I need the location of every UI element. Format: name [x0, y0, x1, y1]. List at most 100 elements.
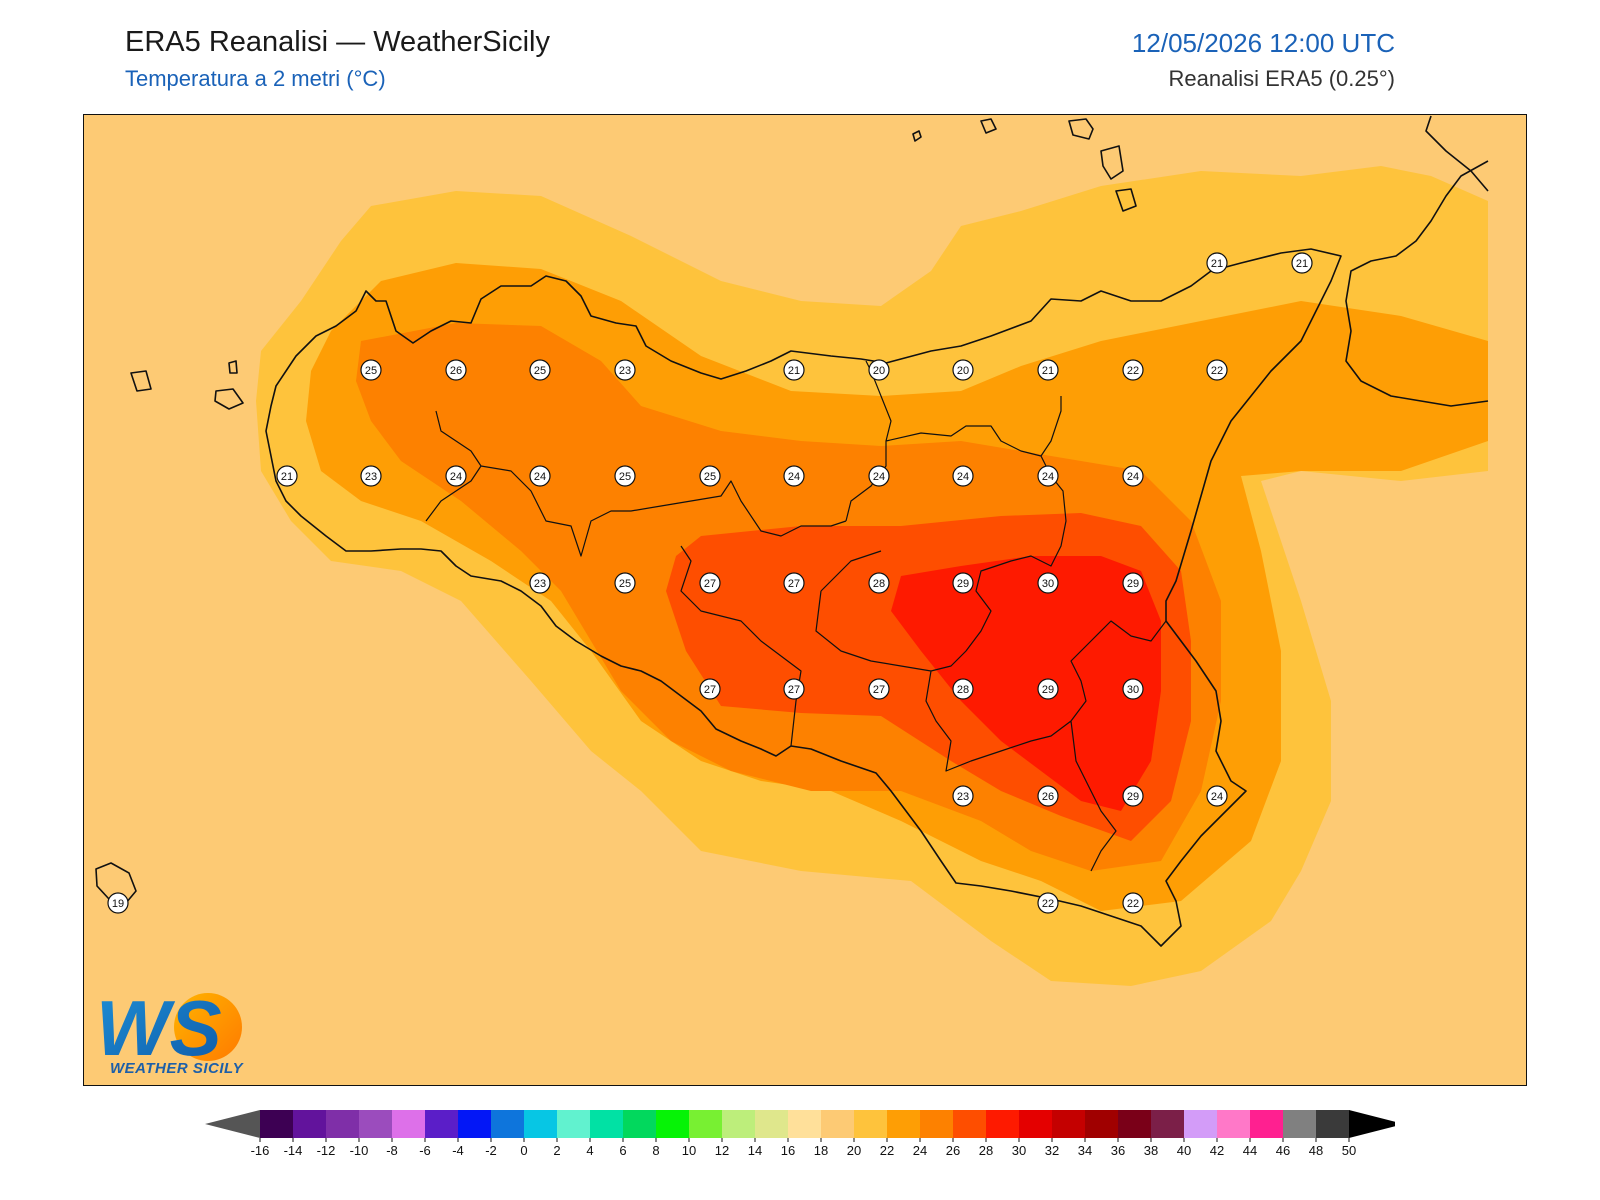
- station-value: 29: [1042, 684, 1054, 696]
- colorbar-tick-label: -4: [452, 1143, 464, 1158]
- station-marker: 19: [107, 892, 129, 914]
- colorbar-arrow-low: [205, 1110, 260, 1138]
- station-value: 24: [534, 471, 546, 483]
- valid-datetime: 12/05/2026 12:00 UTC: [1131, 28, 1395, 58]
- station-value: 25: [534, 365, 546, 377]
- colorbar-tick-label: 6: [619, 1143, 626, 1158]
- egadi-islands: [130, 360, 244, 410]
- station-marker: 29: [1122, 572, 1144, 594]
- station-value: 21: [1211, 258, 1223, 270]
- station-value: 27: [704, 684, 716, 696]
- colorbar-tick-label: 16: [781, 1143, 795, 1158]
- station-marker-circle: [952, 678, 974, 700]
- station-marker-circle: [783, 572, 805, 594]
- station-marker-circle: [276, 465, 298, 487]
- station-value: 24: [788, 471, 800, 483]
- station-value: 24: [957, 471, 969, 483]
- station-marker-circle: [360, 465, 382, 487]
- temperature-map: 21 21 25 26 25 23 21 20 20 21 22 22 21 23 24 24 25 25 24 24…: [83, 114, 1527, 1086]
- station-marker: 29: [952, 572, 974, 594]
- colorbar-tick-label: 18: [814, 1143, 828, 1158]
- pantelleria-island: [95, 862, 137, 904]
- sicily-coastline: [265, 248, 1342, 947]
- colorbar-tick-label: 26: [946, 1143, 960, 1158]
- station-marker: 21: [276, 465, 298, 487]
- colorbar-tick-label: 4: [586, 1143, 593, 1158]
- colorbar-swatch: [590, 1110, 624, 1138]
- station-marker-circle: [952, 359, 974, 381]
- station-marker-circle: [1037, 892, 1059, 914]
- station-value: 29: [1127, 578, 1139, 590]
- station-marker: 24: [1206, 785, 1228, 807]
- station-marker-circle: [699, 465, 721, 487]
- station-marker-circle: [868, 465, 890, 487]
- temperature-colorbar: -16 -14 -12 -10 -8 -6 -4 -2 0 2 4 6 8 10 12 14 16 18 20 22 2…: [205, 1110, 1395, 1158]
- station-marker: 27: [699, 678, 721, 700]
- station-marker: 24: [445, 465, 467, 487]
- colorbar-tick-label: 0: [520, 1143, 527, 1158]
- colorbar-swatch: [392, 1110, 426, 1138]
- station-value: 24: [873, 471, 885, 483]
- station-marker: 25: [360, 359, 382, 381]
- colorbar-swatch: [887, 1110, 921, 1138]
- station-marker-circle: [614, 572, 636, 594]
- colorbar-swatch: [1118, 1110, 1152, 1138]
- colorbar-tick-label: 2: [553, 1143, 560, 1158]
- colorbar-tick-label: -8: [386, 1143, 398, 1158]
- station-value: 30: [1127, 684, 1139, 696]
- colorbar-tick-label: -2: [485, 1143, 497, 1158]
- colorbar-swatch: [425, 1110, 459, 1138]
- station-value: 27: [704, 578, 716, 590]
- station-marker: 25: [529, 359, 551, 381]
- colorbar-tick-label: 28: [979, 1143, 993, 1158]
- calabria-coastline: [1345, 115, 1489, 407]
- station-marker-circle: [1122, 892, 1144, 914]
- station-marker-circle: [952, 785, 974, 807]
- map-title: ERA5 Reanalisi — WeatherSicily: [125, 26, 550, 58]
- station-marker-circle: [107, 892, 129, 914]
- station-value: 22: [1042, 898, 1054, 910]
- colorbar-tick-label: 34: [1078, 1143, 1092, 1158]
- station-marker: 27: [699, 572, 721, 594]
- station-marker: 28: [952, 678, 974, 700]
- station-value: 24: [1211, 791, 1223, 803]
- station-marker: 30: [1037, 572, 1059, 594]
- station-value: 22: [1211, 365, 1223, 377]
- station-marker: 22: [1206, 359, 1228, 381]
- colorbar-swatch: [755, 1110, 789, 1138]
- logo-text: WEATHER SICILY: [110, 1060, 244, 1077]
- station-marker: 25: [614, 572, 636, 594]
- colorbar-swatch: [953, 1110, 987, 1138]
- station-value: 21: [788, 365, 800, 377]
- contour-28-30: [891, 556, 1161, 811]
- station-marker-circle: [1122, 465, 1144, 487]
- station-value: 27: [788, 578, 800, 590]
- colorbar-swatch: [1151, 1110, 1185, 1138]
- station-value: 29: [957, 578, 969, 590]
- station-marker: 24: [783, 465, 805, 487]
- station-marker-circle: [614, 465, 636, 487]
- colorbar-swatch: [788, 1110, 822, 1138]
- colorbar-swatch: [1184, 1110, 1218, 1138]
- station-marker-circle: [868, 572, 890, 594]
- station-value: 24: [1127, 471, 1139, 483]
- station-value: 23: [365, 471, 377, 483]
- station-marker: 21: [1291, 252, 1313, 274]
- station-marker-circle: [445, 359, 467, 381]
- sun-icon: [174, 993, 242, 1061]
- station-marker-circle: [783, 678, 805, 700]
- colorbar-swatch: [1052, 1110, 1086, 1138]
- station-marker-circle: [699, 572, 721, 594]
- colorbar-swatch: [491, 1110, 525, 1138]
- colorbar-tick-label: 38: [1144, 1143, 1158, 1158]
- station-marker-circle: [1037, 572, 1059, 594]
- colorbar-swatch: [623, 1110, 657, 1138]
- colorbar-tick-label: 8: [652, 1143, 659, 1158]
- station-value: 21: [1296, 258, 1308, 270]
- station-marker: 22: [1037, 892, 1059, 914]
- logo-letters: WS: [96, 985, 222, 1072]
- station-value: 26: [450, 365, 462, 377]
- station-marker-circle: [952, 465, 974, 487]
- map-canvas: 21 21 25 26 25 23 21 20 20 21 22 22 21 23 24 24 25 25 24 24…: [95, 115, 1489, 986]
- station-marker-circle: [1206, 785, 1228, 807]
